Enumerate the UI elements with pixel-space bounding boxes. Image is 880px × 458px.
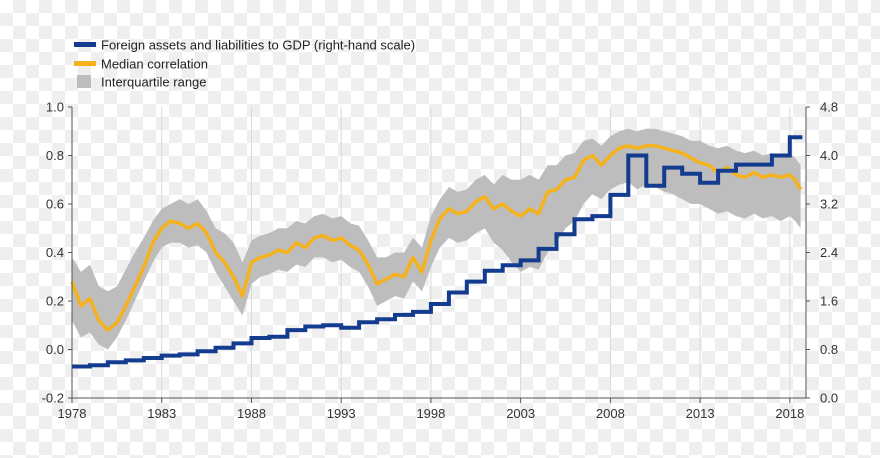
iqr-area [72, 128, 801, 350]
interquartile-range-band [72, 128, 801, 350]
y-right-tick-label: 4.0 [820, 148, 838, 163]
median-correlation-line [70, 144, 803, 332]
axes [68, 106, 810, 403]
x-tick-label-2008: 2008 [596, 406, 625, 421]
y-right-tick-label: 1.6 [820, 294, 838, 309]
y-right-tick-label: 4.8 [820, 100, 838, 115]
legend-swatch-assets [74, 42, 96, 47]
median-correlation-path [70, 144, 803, 332]
legend-item-median: Median correlation [74, 57, 208, 72]
legend-label-assets: Foreign assets and liabilities to GDP (r… [101, 38, 415, 53]
y-right-tick-label: 0.0 [820, 391, 838, 406]
legend: Foreign assets and liabilities to GDP (r… [74, 38, 415, 90]
x-tick-label-1988: 1988 [237, 406, 266, 421]
x-tick-label-2003: 2003 [506, 406, 535, 421]
x-tick-label-1978: 1978 [58, 406, 87, 421]
x-tick-label-2018: 2018 [775, 406, 804, 421]
legend-label-iqr: Interquartile range [101, 75, 207, 90]
x-tick-label-1983: 1983 [147, 406, 176, 421]
x-tick-label-2013: 2013 [686, 406, 715, 421]
legend-label-median: Median correlation [101, 57, 208, 72]
legend-swatch-iqr [77, 75, 91, 88]
y-left-tick-label: 0.8 [46, 148, 64, 163]
legend-swatch-median [74, 61, 96, 66]
y-left-tick-label: 0.2 [46, 294, 64, 309]
foreign-assets-path [72, 135, 803, 369]
legend-item-iqr: Interquartile range [77, 75, 207, 90]
y-right-tick-label: 0.8 [820, 342, 838, 357]
x-tick-label-1993: 1993 [327, 406, 356, 421]
tick-labels: 1978 1983 1988 1993 1998 2003 2008 2013 2018 1.0 0… [42, 100, 838, 422]
y-left-tick-label: 1.0 [46, 100, 64, 115]
y-right-tick-label: 3.2 [820, 197, 838, 212]
y-left-tick-label: 0.6 [46, 197, 64, 212]
y-left-tick-label: 0.4 [46, 245, 64, 260]
legend-item-assets: Foreign assets and liabilities to GDP (r… [74, 38, 415, 53]
y-right-tick-label: 2.4 [820, 245, 838, 260]
y-left-tick-label: 0.0 [46, 342, 64, 357]
x-tick-label-1998: 1998 [416, 406, 445, 421]
foreign-assets-line [72, 135, 803, 369]
y-left-tick-label: -0.2 [42, 391, 64, 406]
